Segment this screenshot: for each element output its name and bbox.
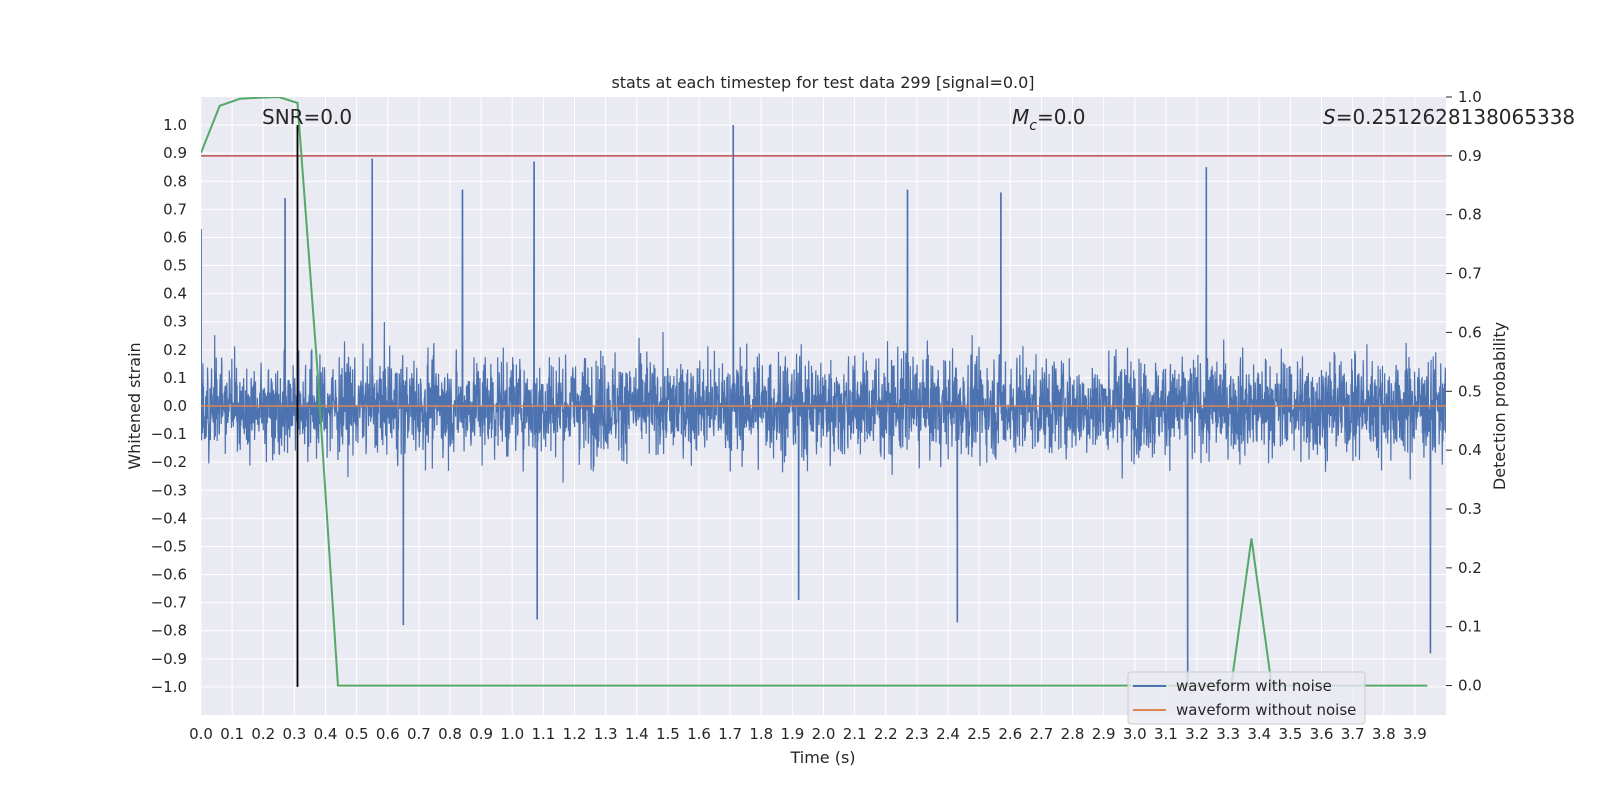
x-tick-label: 2.9	[1092, 725, 1116, 743]
x-tick-label: 0.8	[438, 725, 462, 743]
x-axis-ticks: 0.0 0.1 0.2 0.3 0.4 0.5 0.6 0.7 0.8 0.9 1.0 1.1 1.2 1…	[189, 725, 1427, 743]
y-tick-label: 0.4	[163, 285, 187, 303]
x-tick-label: 0.3	[282, 725, 306, 743]
s-annotation: S=0.2512628138065338	[1323, 105, 1575, 129]
x-tick-label: 1.6	[687, 725, 711, 743]
x-tick-label: 1.9	[780, 725, 804, 743]
x-tick-label: 3.8	[1372, 725, 1396, 743]
x-tick-label: 1.1	[531, 725, 555, 743]
x-tick-label: 0.5	[345, 725, 369, 743]
x-tick-label: 0.1	[220, 725, 244, 743]
x-tick-label: 2.7	[1029, 725, 1053, 743]
y-tick-label: −0.8	[151, 622, 187, 640]
x-tick-label: 0.7	[407, 725, 431, 743]
y-tick-label: 1.0	[163, 116, 187, 134]
x-tick-label: 3.4	[1247, 725, 1271, 743]
x-tick-label: 3.6	[1310, 725, 1334, 743]
x-tick-label: 0.2	[251, 725, 275, 743]
legend: waveform with noise waveform without noi…	[1127, 671, 1366, 725]
y-tick-label: 0.3	[163, 313, 187, 331]
series-detection-probability	[201, 97, 1428, 687]
y2-tick-label: 0.0	[1458, 677, 1482, 695]
y2-tick-label: 0.4	[1458, 441, 1482, 459]
y-tick-label: −0.6	[151, 566, 187, 584]
y-tick-label: 0.1	[163, 369, 187, 387]
x-tick-label: 2.5	[967, 725, 991, 743]
y2-tick-label: 0.7	[1458, 265, 1482, 283]
y-axis-ticks: 1.0 0.9 0.8 0.7 0.6 0.5 0.4 0.3 0.2 0.1 0.0 −0.1 −0.…	[151, 116, 187, 696]
x-tick-label: 0.9	[469, 725, 493, 743]
y-tick-label: 0.5	[163, 257, 187, 275]
y2-tick-label: 0.2	[1458, 559, 1482, 577]
y-tick-label: 0.2	[163, 341, 187, 359]
legend-box	[1127, 671, 1366, 725]
y2-axis-label: Detection probability	[1490, 322, 1509, 490]
y-axis-label: Whitened strain	[125, 342, 144, 469]
y2-tick-label: 0.5	[1458, 382, 1482, 400]
x-tick-label: 3.2	[1185, 725, 1209, 743]
mc-symbol: M	[1012, 105, 1029, 129]
x-tick-label: 1.0	[500, 725, 524, 743]
x-tick-label: 2.8	[1061, 725, 1085, 743]
x-tick-label: 3.7	[1341, 725, 1365, 743]
x-tick-label: 3.9	[1403, 725, 1427, 743]
x-axis-label: Time (s)	[789, 748, 855, 767]
y-tick-label: −0.5	[151, 537, 187, 555]
y-tick-label: 0.8	[163, 172, 187, 190]
x-tick-label: 0.6	[376, 725, 400, 743]
y2-tick-label: 0.3	[1458, 500, 1482, 518]
y-tick-label: −0.1	[151, 425, 187, 443]
chart-title: stats at each timestep for test data 299…	[611, 73, 1034, 92]
x-tick-label: 3.5	[1278, 725, 1302, 743]
y2-tick-label: 0.1	[1458, 618, 1482, 636]
x-tick-label: 1.2	[563, 725, 587, 743]
legend-label-waveform-without-noise: waveform without noise	[1176, 701, 1356, 719]
y-tick-label: −0.2	[151, 453, 187, 471]
y-tick-label: 0.9	[163, 144, 187, 162]
mc-value: =0.0	[1037, 105, 1086, 129]
series-waveform-with-noise	[201, 125, 1446, 687]
y-tick-label: −1.0	[151, 678, 187, 696]
x-tick-label: 1.7	[718, 725, 742, 743]
s-symbol: S	[1323, 105, 1336, 129]
x-tick-label: 0.0	[189, 725, 213, 743]
y-tick-label: −0.7	[151, 594, 187, 612]
x-tick-label: 3.1	[1154, 725, 1178, 743]
y2-axis-ticks: 1.0 0.9 0.8 0.7 0.6 0.5 0.4 0.3 0.2 0.1 0.0	[1446, 88, 1482, 695]
y-tick-label: 0.7	[163, 200, 187, 218]
detection-probability-line	[201, 97, 1428, 687]
y2-tick-label: 0.8	[1458, 206, 1482, 224]
legend-label-waveform-with-noise: waveform with noise	[1176, 677, 1332, 695]
mc-subscript: c	[1029, 118, 1037, 134]
x-tick-label: 2.2	[874, 725, 898, 743]
mc-annotation: Mc=0.0	[1012, 105, 1086, 134]
x-tick-label: 2.6	[998, 725, 1022, 743]
x-tick-label: 3.0	[1123, 725, 1147, 743]
x-tick-label: 0.4	[314, 725, 338, 743]
y-tick-label: −0.9	[151, 650, 187, 668]
y-tick-label: 0.6	[163, 228, 187, 246]
x-tick-label: 1.8	[749, 725, 773, 743]
y-tick-label: −0.4	[151, 509, 187, 527]
y2-tick-label: 0.6	[1458, 323, 1482, 341]
s-value: =0.2512628138065338	[1336, 105, 1575, 129]
y-tick-label: −0.3	[151, 481, 187, 499]
x-tick-label: 2.0	[812, 725, 836, 743]
x-tick-label: 3.3	[1216, 725, 1240, 743]
snr-annotation: SNR=0.0	[262, 105, 352, 129]
y2-tick-label: 1.0	[1458, 88, 1482, 106]
x-tick-label: 1.5	[656, 725, 680, 743]
y-tick-label: 0.0	[163, 397, 187, 415]
x-tick-label: 1.4	[625, 725, 649, 743]
x-tick-label: 1.3	[594, 725, 618, 743]
x-tick-label: 2.3	[905, 725, 929, 743]
y2-tick-label: 0.9	[1458, 147, 1482, 165]
x-tick-label: 2.1	[843, 725, 867, 743]
plot-area	[201, 97, 1446, 687]
x-tick-label: 2.4	[936, 725, 960, 743]
waveform-with-noise-line	[201, 125, 1446, 687]
